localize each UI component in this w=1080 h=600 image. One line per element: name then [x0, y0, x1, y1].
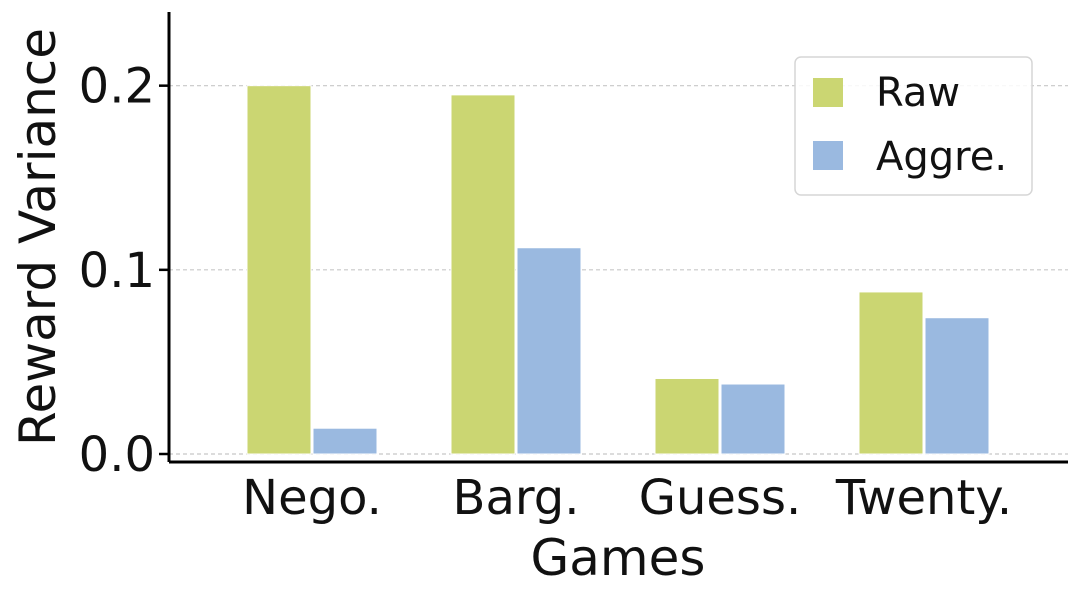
bar-raw-barg	[450, 94, 516, 455]
bar-aggre-barg	[516, 247, 582, 455]
axes	[167, 12, 1068, 464]
bar-raw-twenty	[858, 291, 924, 455]
legend: Raw Aggre.	[794, 56, 1033, 196]
bar-aggre-twenty	[924, 317, 990, 455]
legend-frame	[794, 56, 1033, 196]
legend-swatch-raw	[813, 78, 843, 107]
y-tick-label: 0.2	[79, 59, 155, 115]
x-tick-label: Twenty.	[835, 470, 1012, 526]
legend-label-aggre: Aggre.	[876, 134, 1007, 180]
x-axis-label: Games	[531, 529, 706, 587]
x-tick-label: Guess.	[639, 470, 801, 526]
x-tick-label: Nego.	[242, 470, 382, 526]
x-tick-label: Barg.	[453, 470, 580, 526]
y-axis-label: Reward Variance	[9, 28, 67, 446]
x-ticks: Nego. Barg. Guess. Twenty.	[242, 470, 1012, 526]
bars	[246, 85, 990, 455]
y-tick-label: 0.0	[79, 427, 155, 483]
bar-aggre-nego	[312, 427, 378, 455]
legend-swatch-aggre	[813, 141, 843, 170]
legend-label-raw: Raw	[876, 70, 960, 116]
y-ticks: 0.0 0.1 0.2	[79, 59, 169, 483]
bar-aggre-guess	[720, 383, 786, 455]
bar-raw-nego	[246, 85, 312, 455]
y-tick-label: 0.1	[79, 243, 155, 299]
bar-raw-guess	[654, 377, 720, 455]
